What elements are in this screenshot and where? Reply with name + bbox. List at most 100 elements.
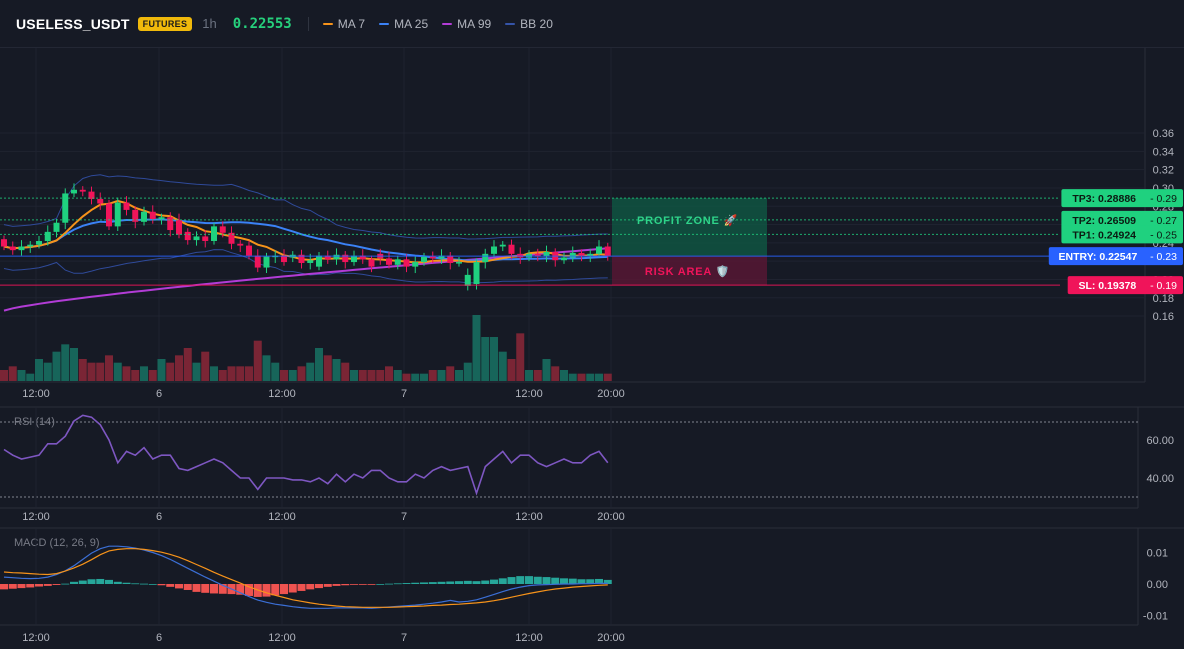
- candle-body: [36, 241, 42, 245]
- macd-histogram-bar: [262, 584, 271, 597]
- volume-bar: [455, 370, 463, 381]
- main-time-label: 6: [156, 388, 162, 400]
- candle-body: [499, 244, 506, 247]
- risk-zone-label: RISK AREA 🛡️: [645, 265, 730, 278]
- macd-histogram-bar: [385, 583, 393, 585]
- volume-bar: [280, 370, 288, 381]
- macd-histogram-bar: [411, 582, 420, 584]
- macd-time-label: 20:00: [597, 632, 625, 644]
- candle-body: [596, 246, 602, 254]
- ma25-line: [3, 218, 608, 262]
- candle-body: [578, 252, 585, 256]
- volume-bar: [323, 355, 332, 381]
- legend-ma7[interactable]: MA 7: [322, 17, 365, 31]
- macd-tick-label: -0.01: [1143, 611, 1168, 623]
- level-tag-sl[interactable]: SL: 0.19378 - 0.19: [1067, 276, 1183, 295]
- macd-histogram-bar: [87, 579, 96, 584]
- volume-bar: [437, 370, 446, 381]
- macd-histogram-bar: [280, 584, 288, 595]
- macd-histogram-bar: [0, 584, 8, 590]
- level-tag-label: SL: 0.19378: [1078, 280, 1136, 292]
- volume-bar: [218, 370, 227, 381]
- candle-body: [114, 202, 121, 227]
- timeframe-selector[interactable]: 1h: [202, 16, 217, 31]
- candle-body: [421, 256, 427, 263]
- macd-signal-line: [3, 548, 608, 608]
- volume-bar: [210, 366, 218, 381]
- macd-histogram-bar: [166, 584, 175, 587]
- candle-body: [18, 246, 25, 251]
- price-tick-label: 0.34: [1153, 146, 1174, 158]
- candle-body: [403, 259, 410, 267]
- macd-histogram-bar: [498, 578, 507, 584]
- volume-bar: [262, 355, 271, 381]
- macd-histogram-bar: [315, 584, 323, 589]
- volume-bar: [52, 351, 61, 381]
- macd-histogram-bar: [218, 584, 227, 594]
- volume-bar: [87, 362, 96, 381]
- macd-histogram-bar: [201, 584, 210, 593]
- legend-ma25[interactable]: MA 25: [379, 17, 428, 31]
- main-time-label: 12:00: [22, 388, 50, 400]
- rsi-pane[interactable]: 12:00 6 12:00 7 12:00 20:00 60.00 40.00: [3, 408, 1174, 523]
- candle-body: [394, 259, 401, 265]
- level-tag-tp1[interactable]: TP1: 0.24924 - 0.25: [1061, 225, 1183, 244]
- macd-label: MACD (12, 26, 9): [14, 537, 100, 549]
- candle-body: [88, 191, 95, 199]
- main-time-label: 12:00: [515, 388, 543, 400]
- level-tag-tp3[interactable]: TP3: 0.28886 - 0.29: [1061, 189, 1183, 208]
- macd-histogram-bar: [35, 584, 43, 587]
- macd-histogram-bar: [332, 584, 341, 586]
- candle-body: [456, 262, 462, 264]
- volume-bar: [113, 362, 122, 381]
- volume-bar: [507, 359, 516, 381]
- volume-bar: [428, 370, 437, 381]
- macd-tick-label: 0.01: [1147, 548, 1168, 560]
- candle-body: [307, 260, 314, 263]
- macd-line: [3, 545, 608, 609]
- volume-bar: [393, 370, 402, 381]
- candle-body: [62, 193, 69, 223]
- level-tag-bg: [1067, 276, 1183, 295]
- macd-histogram-bar: [131, 583, 140, 585]
- macd-histogram-bar: [113, 581, 122, 584]
- macd-histogram-bar: [455, 581, 463, 584]
- macd-histogram-bar: [595, 578, 603, 584]
- macd-histogram-bar: [603, 579, 612, 584]
- volume-bar: [157, 359, 166, 381]
- level-tag-tp2[interactable]: TP2: 0.26509 - 0.27: [1061, 210, 1183, 229]
- level-tag-entry[interactable]: ENTRY: 0.22547 - 0.23: [1048, 247, 1183, 266]
- volume-bar: [420, 373, 428, 381]
- legend-bb20[interactable]: BB 20: [505, 17, 553, 31]
- candle-body: [604, 246, 611, 257]
- volume-bar: [533, 370, 542, 381]
- macd-histogram-bar: [560, 578, 568, 584]
- symbol-name[interactable]: USELESS_USDT: [16, 15, 130, 32]
- chart-header: USELESS_USDT FUTURES 1h 0.22553 MA 7 MA …: [0, 0, 1184, 48]
- candle-body: [438, 255, 445, 259]
- volume-bar: [568, 373, 577, 381]
- macd-histogram-bar: [78, 580, 87, 584]
- rsi-tick-label: 60.00: [1146, 435, 1174, 447]
- legend-ma99[interactable]: MA 99: [442, 17, 491, 31]
- candle-body: [167, 217, 174, 231]
- candle-body: [386, 258, 392, 265]
- volume-bar: [17, 370, 26, 381]
- main-price-pane[interactable]: 0.360.340.320.300.280.260.240.220.200.18…: [0, 48, 1183, 400]
- macd-histogram-bar: [17, 584, 26, 589]
- macd-histogram-bar: [507, 577, 516, 584]
- volume-bar: [376, 370, 385, 381]
- macd-histogram-bar: [306, 584, 315, 590]
- macd-histogram-bar: [358, 584, 367, 585]
- volume-bar: [175, 355, 183, 381]
- macd-histogram-bar: [428, 582, 437, 584]
- volume-bar: [402, 373, 411, 381]
- macd-time-label: 12:00: [268, 632, 296, 644]
- legend-ma99-label: MA 99: [457, 16, 492, 31]
- volume-bar: [96, 362, 105, 381]
- candle-body: [184, 231, 191, 241]
- macd-histogram-bar: [525, 576, 533, 584]
- macd-pane[interactable]: 12:00 6 12:00 7 12:00 20:00 0.01 0.00 -0.01: [0, 529, 1168, 644]
- macd-histogram-bar: [367, 584, 376, 585]
